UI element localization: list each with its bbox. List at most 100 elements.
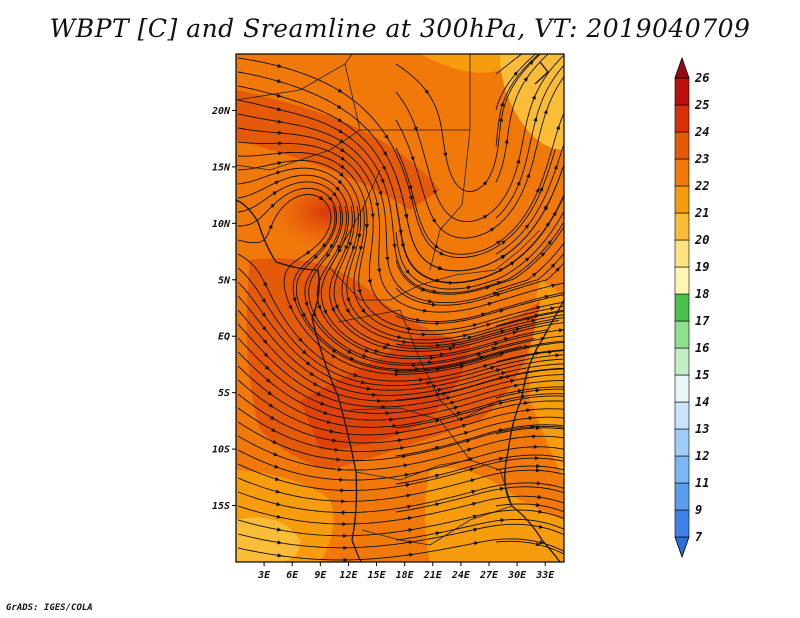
streamline-arrowhead [553,164,558,170]
streamline-arrowhead [450,400,456,405]
streamline-arrowhead [366,386,372,391]
streamline-arrowhead [288,305,293,310]
streamline-arrowhead [405,269,410,274]
latitude-axis: 20N 15N 10N 5N EQ 5S 10S 15S [211,106,236,512]
streamline-arrowhead [372,392,377,397]
streamline-arrowhead [422,308,428,313]
colorbar-label: 23 [694,152,709,166]
colorbar-swatch [674,401,690,430]
streamline-arrowhead [412,363,417,368]
streamline-arrowhead [276,93,282,98]
streamline-arrowhead [337,117,343,123]
streamline-arrowhead [398,229,403,235]
streamline-arrowhead [268,403,274,408]
colorbar-swatch [674,320,690,349]
streamline-arrowhead [496,292,502,297]
streamline [237,482,564,513]
streamline-arrowhead [512,330,518,335]
lat-tick-label: 10N [212,219,231,230]
streamline-arrowhead [277,540,283,545]
streamline-arrowhead [305,361,311,366]
streamline-arrowhead [385,256,390,262]
streamline-arrowhead [370,213,375,219]
lon-tick-label: 21E [423,570,443,581]
streamline-arrowhead [317,305,322,311]
streamline-arrowhead [375,202,380,208]
streamline-arrowhead [551,283,556,288]
streamline-arrowhead [274,180,280,185]
streamline-arrowhead [323,309,328,315]
colorbar-swatch [674,509,690,538]
streamline [237,151,564,332]
streamline-arrowhead [405,483,411,488]
streamline-arrowhead [342,521,347,527]
streamline [395,367,564,401]
streamline-arrowhead [432,289,438,294]
colorbar-label: 7 [695,530,703,544]
colorbar-label: 25 [694,98,709,112]
streamline-arrowhead [274,464,280,469]
streamline-arrowhead [501,240,506,245]
streamline [495,54,537,111]
streamline [395,424,564,457]
streamline-arrowhead [443,152,448,158]
streamline-arrowhead [437,387,443,393]
streamline [495,64,564,219]
streamline-arrowhead [409,552,414,557]
streamline-arrowhead [384,134,389,140]
streamline-arrowhead [331,353,337,358]
streamline-arrowhead [552,211,557,216]
streamline [237,253,564,382]
streamline-arrowhead [534,456,540,461]
streamline-arrowhead [416,317,421,322]
lon-tick-label: 15E [368,570,387,581]
borders [236,54,541,546]
streamline-arrows [261,60,564,562]
streamline [237,323,564,408]
streamline-arrowhead [392,243,397,249]
streamline-arrowhead [538,509,543,514]
streamline-arrowhead [532,272,537,277]
streamline [237,446,564,481]
streamline-arrowhead [276,78,282,83]
streamline-arrowhead [394,368,400,373]
streamline-arrowhead [276,514,282,519]
streamline-arrowhead [305,250,311,255]
streamline-arrowhead [414,367,420,372]
streamline-arrowhead [263,282,267,288]
streamline-arrowhead [480,312,486,317]
streamline-arrowhead [535,468,541,473]
streamline-arrowhead [535,351,540,356]
streamline-arrowhead [401,454,407,459]
streamline-arrowhead [485,285,491,290]
streamline-arrowhead [536,502,541,507]
streamline [495,54,549,183]
coastlines [236,61,564,562]
lon-tick-label: 12E [339,570,358,581]
lat-tick-label: 10S [212,445,230,456]
streamline [395,395,564,429]
streamline-arrowhead [402,339,408,344]
colorbar-swatch [674,374,690,403]
streamline-arrowhead [364,348,370,353]
streamline [353,206,564,336]
colorbar-label: 15 [695,368,709,382]
streamline-arrowhead [498,428,504,433]
streamline-arrowhead [500,518,506,523]
streamline-arrowhead [439,251,445,256]
streamline-arrowhead [499,308,505,313]
colorbar-swatch [674,104,690,133]
streamline [495,309,564,327]
streamline-arrowhead [487,301,493,306]
streamline [304,206,564,366]
streamline [395,317,564,347]
streamline-arrowhead [419,377,424,382]
colorbar-swatch [674,428,690,457]
streamline-arrowhead [404,214,409,220]
streamline-arrowhead [545,221,550,227]
streamline-arrowhead [337,179,343,185]
streamline-arrowhead [329,243,334,249]
streamline-arrowhead [339,477,344,482]
streamline-arrowhead [426,381,432,386]
streamline-arrowhead [406,493,412,498]
